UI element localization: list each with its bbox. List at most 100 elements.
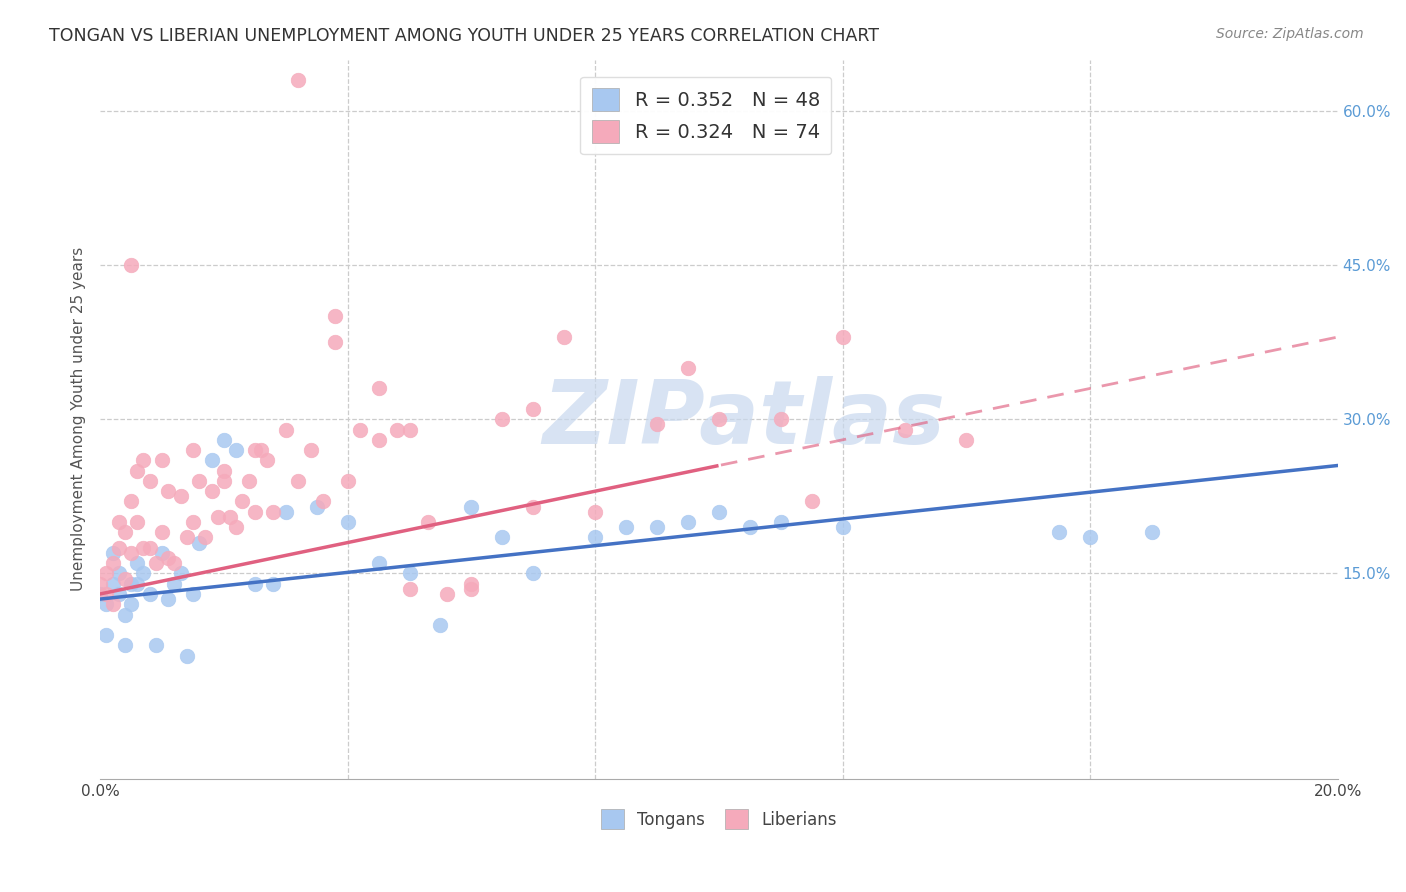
Point bbox=[127, 576, 149, 591]
Point bbox=[212, 464, 235, 478]
Point bbox=[274, 505, 297, 519]
Point bbox=[707, 505, 730, 519]
Point bbox=[163, 576, 186, 591]
Point bbox=[138, 541, 160, 555]
Point bbox=[250, 443, 273, 458]
Point bbox=[96, 597, 118, 611]
Point bbox=[645, 417, 668, 432]
Point bbox=[114, 525, 136, 540]
Point bbox=[138, 587, 160, 601]
Point bbox=[207, 509, 229, 524]
Point bbox=[583, 505, 606, 519]
Point bbox=[262, 576, 284, 591]
Point bbox=[150, 546, 173, 560]
Point bbox=[127, 515, 149, 529]
Point bbox=[169, 566, 191, 581]
Point bbox=[107, 515, 129, 529]
Point bbox=[120, 597, 142, 611]
Point bbox=[416, 515, 439, 529]
Point bbox=[243, 443, 266, 458]
Point bbox=[176, 648, 198, 663]
Legend: Tongans, Liberians: Tongans, Liberians bbox=[593, 803, 844, 835]
Point bbox=[150, 525, 173, 540]
Point bbox=[429, 617, 451, 632]
Point bbox=[219, 509, 242, 524]
Point bbox=[127, 464, 149, 478]
Point bbox=[181, 587, 204, 601]
Point bbox=[614, 520, 637, 534]
Point bbox=[101, 576, 124, 591]
Point bbox=[645, 520, 668, 534]
Point bbox=[107, 587, 129, 601]
Point bbox=[157, 592, 180, 607]
Point bbox=[336, 474, 359, 488]
Point bbox=[200, 484, 222, 499]
Point bbox=[150, 453, 173, 467]
Point bbox=[893, 423, 915, 437]
Point bbox=[96, 587, 118, 601]
Point bbox=[120, 494, 142, 508]
Point bbox=[262, 505, 284, 519]
Point bbox=[169, 489, 191, 503]
Point bbox=[323, 335, 346, 350]
Point bbox=[769, 412, 792, 426]
Point bbox=[225, 520, 247, 534]
Point bbox=[96, 566, 118, 581]
Point bbox=[194, 531, 217, 545]
Point bbox=[132, 566, 155, 581]
Text: Source: ZipAtlas.com: Source: ZipAtlas.com bbox=[1216, 27, 1364, 41]
Point bbox=[127, 556, 149, 570]
Point bbox=[181, 443, 204, 458]
Point bbox=[157, 551, 180, 566]
Point bbox=[336, 515, 359, 529]
Point bbox=[522, 402, 544, 417]
Point bbox=[553, 330, 575, 344]
Point bbox=[243, 576, 266, 591]
Point bbox=[676, 515, 699, 529]
Point bbox=[120, 546, 142, 560]
Point bbox=[256, 453, 278, 467]
Point bbox=[800, 494, 823, 508]
Point bbox=[367, 433, 389, 447]
Text: TONGAN VS LIBERIAN UNEMPLOYMENT AMONG YOUTH UNDER 25 YEARS CORRELATION CHART: TONGAN VS LIBERIAN UNEMPLOYMENT AMONG YO… bbox=[49, 27, 879, 45]
Point bbox=[96, 628, 118, 642]
Point bbox=[114, 572, 136, 586]
Point bbox=[287, 73, 309, 87]
Point bbox=[287, 474, 309, 488]
Point bbox=[299, 443, 322, 458]
Point bbox=[312, 494, 335, 508]
Point bbox=[188, 535, 211, 549]
Point bbox=[367, 556, 389, 570]
Point bbox=[225, 443, 247, 458]
Point bbox=[323, 310, 346, 324]
Point bbox=[769, 515, 792, 529]
Point bbox=[200, 453, 222, 467]
Point bbox=[114, 638, 136, 652]
Point bbox=[132, 541, 155, 555]
Point bbox=[831, 520, 853, 534]
Point bbox=[231, 494, 253, 508]
Point bbox=[243, 505, 266, 519]
Point bbox=[176, 531, 198, 545]
Point bbox=[460, 500, 482, 514]
Point bbox=[398, 423, 420, 437]
Point bbox=[138, 474, 160, 488]
Point bbox=[212, 474, 235, 488]
Point bbox=[460, 582, 482, 596]
Point bbox=[583, 531, 606, 545]
Point bbox=[398, 582, 420, 596]
Point bbox=[831, 330, 853, 344]
Point bbox=[132, 453, 155, 467]
Point bbox=[1140, 525, 1163, 540]
Point bbox=[367, 381, 389, 395]
Point bbox=[676, 360, 699, 375]
Point bbox=[120, 258, 142, 272]
Point bbox=[157, 484, 180, 499]
Point bbox=[101, 556, 124, 570]
Point bbox=[955, 433, 977, 447]
Point bbox=[385, 423, 408, 437]
Point bbox=[707, 412, 730, 426]
Point bbox=[145, 556, 167, 570]
Point bbox=[460, 576, 482, 591]
Point bbox=[120, 576, 142, 591]
